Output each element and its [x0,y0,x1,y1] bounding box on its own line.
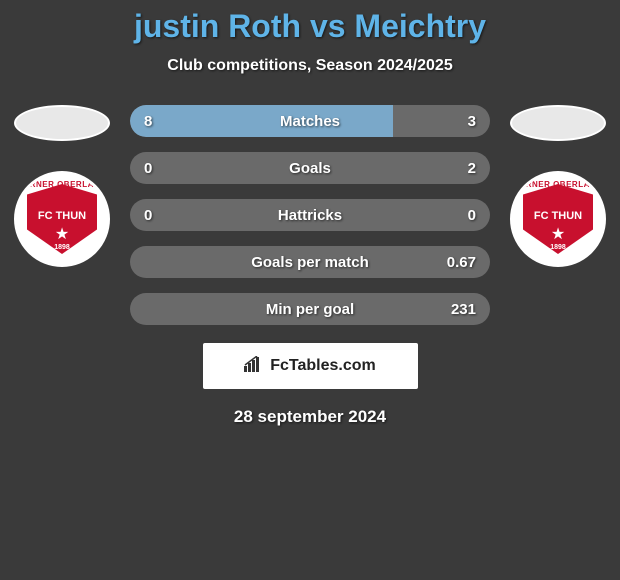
stat-bar-fill [130,105,393,137]
stat-right-value: 3 [468,113,476,130]
left-side: BERNER OBERLAND FC THUN ★ 1898 [12,105,112,267]
player-right-photo [510,105,606,141]
stat-left-value: 8 [144,113,152,130]
stat-row: 0 Hattricks 0 [130,199,490,231]
page-title: justin Roth vs Meichtry [0,8,620,45]
stat-right-value: 231 [451,301,476,318]
date-text: 28 september 2024 [0,407,620,427]
main-row: BERNER OBERLAND FC THUN ★ 1898 8 Matches 3… [0,105,620,325]
stat-right-value: 0.67 [447,254,476,271]
stat-row: 0 Goals 2 [130,152,490,184]
player-left-team-logo: BERNER OBERLAND FC THUN ★ 1898 [14,171,110,267]
stat-label: Matches [280,113,340,130]
shield-icon: FC THUN ★ 1898 [523,184,593,254]
stat-label: Min per goal [266,301,354,318]
footer-brand-box: FcTables.com [203,343,418,389]
chart-icon [244,356,264,377]
stat-label: Goals per match [251,254,369,271]
player-right-team-logo: BERNER OBERLAND FC THUN ★ 1898 [510,171,606,267]
stat-right-value: 2 [468,160,476,177]
infographic-container: justin Roth vs Meichtry Club competition… [0,0,620,427]
stat-left-value: 0 [144,160,152,177]
stat-label: Goals [289,160,331,177]
stat-label: Hattricks [278,207,342,224]
player-left-photo [14,105,110,141]
stat-right-value: 0 [468,207,476,224]
stat-row: 8 Matches 3 [130,105,490,137]
star-icon: ★ [55,224,69,244]
stats-bars: 8 Matches 3 0 Goals 2 0 Hattricks 0 Goals per mat… [112,105,508,325]
footer-brand-text: FcTables.com [270,357,376,375]
stat-row: Goals per match 0.67 [130,246,490,278]
stat-row: Min per goal 231 [130,293,490,325]
right-side: BERNER OBERLAND FC THUN ★ 1898 [508,105,608,267]
page-subtitle: Club competitions, Season 2024/2025 [0,57,620,75]
stat-left-value: 0 [144,207,152,224]
star-icon: ★ [551,224,565,244]
shield-icon: FC THUN ★ 1898 [27,184,97,254]
